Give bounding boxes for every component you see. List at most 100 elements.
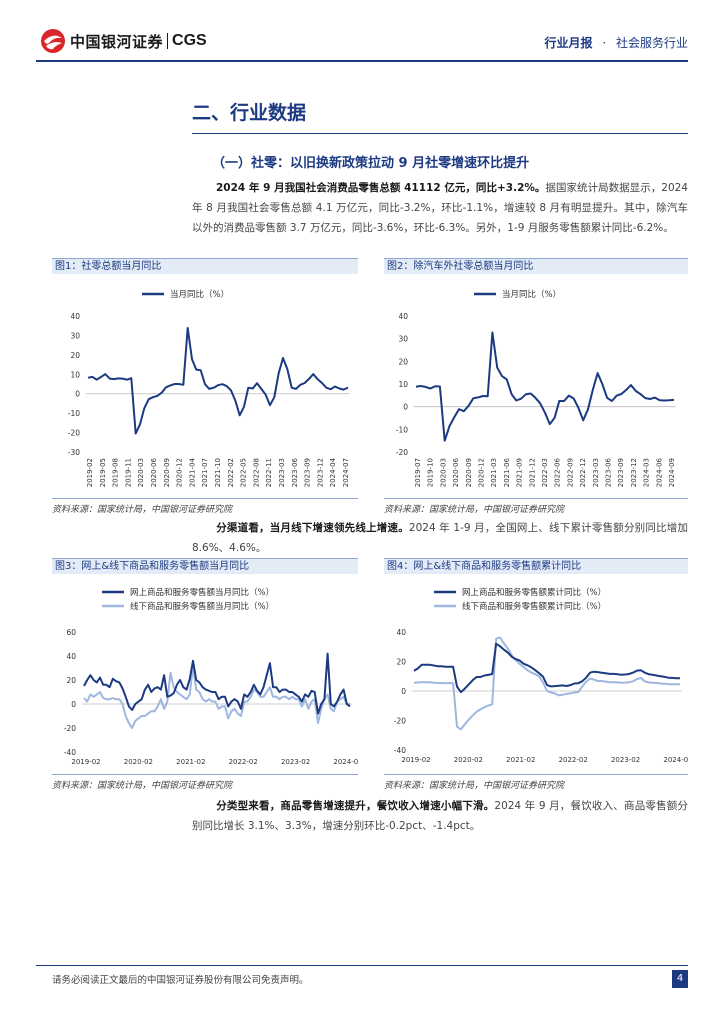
figure-2-source: 资料来源：国家统计局，中国银河证券研究院 [384, 505, 565, 515]
x-tick-label: 2022-08 [252, 458, 260, 487]
y-tick-label: -20 [68, 429, 80, 438]
figure-2-title: 图2：除汽车外社零总额当月同比 [384, 258, 688, 274]
series-line-2 [413, 636, 680, 731]
legend-label-1: 网上商品和服务零售额当月同比（%） [130, 587, 274, 598]
figure-3-source: 资料来源：国家统计局，中国银河证券研究院 [52, 781, 233, 791]
legend-label-1: 当月同比（%） [502, 289, 561, 300]
y-tick-label: 0 [401, 687, 406, 696]
footer-divider [36, 965, 688, 966]
y-tick-label: 0 [71, 700, 76, 709]
x-tick-label: 2023-02 [611, 756, 640, 764]
figure-3-source-rule [52, 774, 358, 775]
paragraph-retail-sales: 2024 年 9 月我国社会消费品零售总额 41112 亿元，同比+3.2%。据… [192, 178, 688, 238]
y-tick-label: 30 [398, 335, 408, 344]
paragraph-lead: 2024 年 9 月我国社会消费品零售总额 41112 亿元，同比+3.2%。 [216, 182, 546, 194]
y-tick-label: 20 [398, 357, 408, 366]
x-tick-label: 2022-09 [566, 458, 574, 487]
x-tick-label: 2021-09 [516, 458, 524, 487]
x-tick-label: 2021-03 [490, 458, 498, 487]
x-tick-label: 2019-02 [86, 458, 94, 487]
x-tick-label: 2024-07 [342, 458, 350, 487]
series-line-1 [413, 642, 681, 694]
y-tick-label: 10 [398, 380, 408, 389]
report-type: 行业月报 [544, 36, 593, 50]
legend-label-1: 当月同比（%） [170, 289, 229, 300]
paragraph-body: 据国家统计局数据显示，2024 年 8 月我国社会零售总额 4.1 万亿元，同比… [192, 182, 688, 234]
logo-separator [167, 33, 169, 49]
logo-en-text: CGS [172, 32, 207, 49]
series-line-2 [83, 664, 350, 729]
figure-2-source-rule [384, 498, 688, 499]
figure-1-source: 资料来源：国家统计局，中国银河证券研究院 [52, 505, 233, 515]
x-tick-label: 2019-05 [99, 458, 107, 487]
paragraph-channel: 分渠道看，当月线下增速领先线上增速。2024 年 1-9 月，全国网上、线下累计… [192, 518, 688, 558]
x-tick-label: 2022-06 [554, 457, 562, 487]
series-line-1 [415, 331, 675, 442]
x-tick-label: 2020-06 [452, 457, 460, 487]
x-tick-label: 2022-02 [229, 758, 258, 766]
y-tick-label: 30 [70, 331, 80, 340]
x-tick-label: 2023-02 [281, 758, 310, 766]
x-tick-label: 2024-04 [329, 457, 337, 487]
y-tick-label: 20 [396, 658, 406, 667]
y-tick-label: -10 [68, 409, 80, 418]
figure-4-title: 图4：网上&线下商品和服务零售额累计同比 [384, 558, 688, 574]
x-tick-label: 2021-06 [503, 457, 511, 487]
figure-4-chart: 网上商品和服务零售额累计同比（%） 线下商品和服务零售额累计同比（%） -40 -20… [394, 587, 688, 764]
x-tick-label: 2022-12 [579, 458, 587, 487]
y-tick-label: -40 [394, 746, 406, 755]
x-tick-label: 2021-07 [201, 458, 209, 487]
x-tick-label: 2021-02 [176, 758, 205, 766]
subsection-title: （一）社零：以旧换新政策拉动 9 月社零增速环比提升 [212, 156, 530, 171]
x-tick-label: 2020-03 [137, 458, 145, 487]
y-tick-label: 0 [75, 390, 80, 399]
y-tick-label: 40 [396, 628, 406, 637]
series-line-1 [87, 327, 349, 435]
x-tick-label: 2020-02 [124, 758, 153, 766]
figure-3-title: 图3：网上&线下商品和服务零售额当月同比 [52, 558, 358, 574]
x-tick-label: 2023-09 [617, 458, 625, 487]
figure-4-source-rule [384, 774, 688, 775]
x-tick-label: 2023-03 [278, 458, 286, 487]
x-tick-label: 2024-02 [333, 758, 358, 766]
x-tick-label: 2019-11 [124, 458, 132, 487]
x-tick-label: 2020-09 [465, 458, 473, 487]
x-tick-label: 2020-09 [163, 458, 171, 487]
x-tick-label: 2023-06 [605, 457, 613, 487]
x-tick-label: 2024-03 [643, 458, 651, 487]
x-tick-label: 2022-02 [227, 458, 235, 487]
x-tick-label: 2020-06 [150, 457, 158, 487]
y-tick-label: -20 [396, 448, 408, 457]
x-tick-label: 2020-02 [454, 756, 483, 764]
x-tick-label: 2021-02 [506, 756, 535, 764]
paragraph-lead: 分渠道看，当月线下增速领先线上增速。 [216, 522, 409, 534]
x-tick-label: 2020-03 [439, 458, 447, 487]
paragraph-body: 2024 年 1-9 月，全国网上、线下累计零售额分别同比增加 8.6%、4.6… [192, 522, 689, 554]
figure-2-chart: 当月同比（%） -20 -10 0 10 20 30 40 2019-07 2019-10 2020… [396, 289, 676, 487]
page-number: 4 [672, 970, 688, 988]
x-tick-label: 2023-06 [291, 457, 299, 487]
y-tick-label: -10 [396, 425, 408, 434]
y-tick-label: 40 [70, 312, 80, 321]
x-tick-label: 2020-12 [176, 458, 184, 487]
y-tick-label: 0 [403, 403, 408, 412]
paragraph-lead: 分类型来看，商品零售增速提升，餐饮收入增速小幅下滑。 [216, 800, 495, 812]
x-tick-label: 2022-02 [559, 756, 588, 764]
cgs-logo-icon [41, 29, 65, 53]
y-tick-label: 40 [66, 652, 76, 661]
x-tick-label: 2019-08 [112, 458, 120, 487]
figure-1-title: 图1：社零总额当月同比 [52, 258, 358, 274]
y-tick-label: 40 [398, 312, 408, 321]
y-tick-label: -40 [64, 748, 76, 757]
figure-1-source-rule [52, 498, 358, 499]
x-tick-label: 2022-03 [541, 458, 549, 487]
x-tick-label: 2023-12 [630, 458, 638, 487]
x-tick-label: 2024-06 [655, 457, 663, 487]
x-tick-label: 2022-11 [265, 458, 273, 487]
legend-label-2: 线下商品和服务零售额当月同比（%） [130, 601, 274, 612]
footer-disclaimer: 请务必阅读正文最后的中国银河证券股份有限公司免责声明。 [52, 975, 309, 986]
x-tick-label: 2019-10 [427, 458, 435, 487]
series-line-1 [83, 652, 351, 715]
x-tick-label: 2021-10 [214, 458, 222, 487]
legend-label-1: 网上商品和服务零售额累计同比（%） [462, 587, 606, 598]
